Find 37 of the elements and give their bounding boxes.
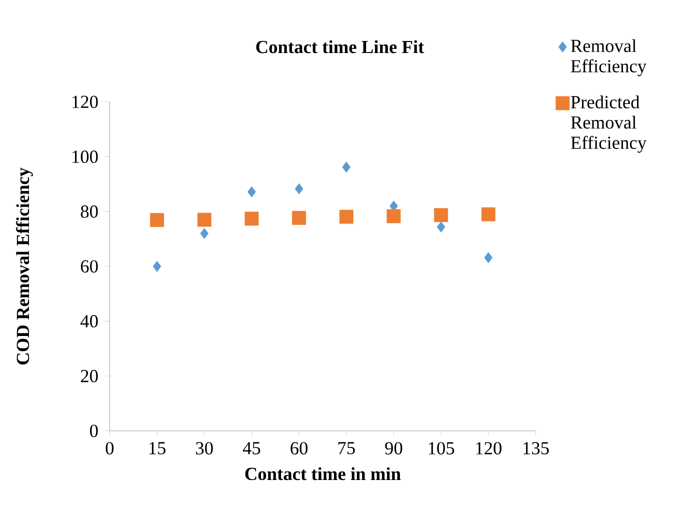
x-tick-label: 75 — [338, 442, 355, 454]
x-tick-label: 105 — [428, 442, 454, 454]
point — [481, 207, 496, 222]
x-tick-label: 135 — [524, 442, 549, 454]
y-tick-label: 100 — [72, 150, 98, 163]
y-axis-title: COD Removal Efficiency — [16, 167, 33, 364]
point — [436, 221, 446, 232]
x-tick-label: 120 — [476, 442, 502, 454]
x-tick-label: 0 — [106, 442, 114, 454]
legend-label: Removal Efficiency — [570, 39, 646, 76]
x-tick-label: 90 — [385, 442, 402, 454]
x-tick-label: 15 — [149, 442, 166, 454]
point — [294, 183, 304, 194]
y-tick-label: 60 — [80, 260, 98, 272]
point — [434, 208, 448, 222]
point — [292, 210, 306, 225]
x-axis-title: Contact time in min — [245, 467, 401, 480]
legend-label: Predicted Removal Efficiency — [570, 95, 646, 153]
y-tick-label: 40 — [80, 314, 98, 328]
y-tick-label: 120 — [72, 96, 98, 108]
point — [339, 210, 354, 224]
x-tick-label: 30 — [196, 442, 213, 454]
point — [152, 260, 162, 272]
x-tick-label: 45 — [242, 442, 260, 454]
point — [484, 252, 493, 264]
point — [342, 162, 351, 173]
point — [150, 213, 164, 227]
point — [244, 212, 259, 226]
point — [200, 228, 209, 239]
point — [248, 186, 256, 198]
y-tick-label: 0 — [90, 424, 98, 438]
point — [386, 209, 401, 224]
point — [197, 212, 212, 227]
x-tick-label: 60 — [290, 442, 308, 454]
chart-title: Contact time Line Fit — [256, 40, 424, 54]
y-tick-label: 20 — [80, 370, 98, 382]
y-tick-label: 80 — [80, 205, 98, 218]
